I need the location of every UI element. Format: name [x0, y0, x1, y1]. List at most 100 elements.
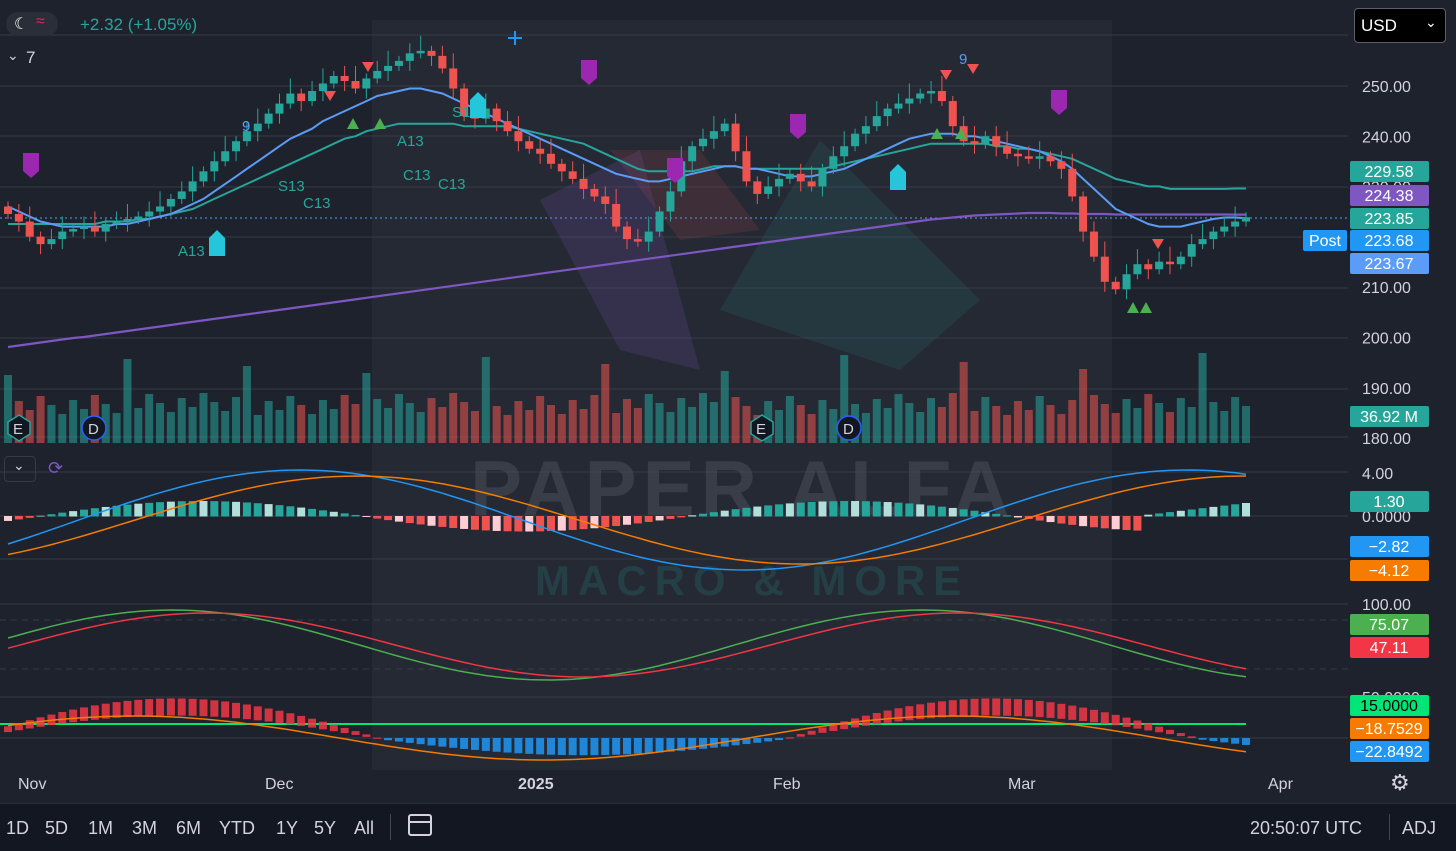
volume-bar — [1111, 413, 1120, 443]
candle — [1100, 256, 1109, 282]
range-button-ytd[interactable]: YTD — [219, 818, 255, 838]
oscillator-bar — [807, 730, 816, 735]
range-button-5y[interactable]: 5Y — [314, 818, 337, 838]
macd-histogram-bar — [25, 516, 34, 518]
candle — [69, 229, 78, 232]
candle — [764, 186, 773, 194]
oscillator-bar — [1187, 736, 1196, 739]
candle — [514, 131, 523, 142]
macd-collapse-toggle[interactable]: ⌄ — [4, 456, 36, 482]
sell-triangle — [1152, 239, 1164, 249]
volume-bar — [492, 406, 501, 443]
oscillator-bar — [959, 699, 968, 717]
volume-bar — [948, 393, 957, 443]
toolbar-divider — [390, 814, 391, 840]
volume-bar — [546, 405, 555, 443]
chevron-down-icon: ⌄ — [7, 47, 19, 63]
macd-histogram-bar — [699, 513, 708, 517]
volume-bar — [416, 412, 425, 443]
candle — [1013, 153, 1022, 157]
volume-bar — [156, 403, 165, 443]
candle — [1111, 281, 1120, 290]
macd-histogram-bar — [1100, 516, 1109, 529]
ma-200-line — [7, 211, 1246, 349]
range-button-1m[interactable]: 1M — [88, 818, 114, 838]
date-range-icon[interactable] — [408, 814, 432, 836]
oscillator-bar — [492, 738, 501, 752]
candle — [1046, 156, 1055, 162]
macd-histogram-bar — [242, 502, 251, 517]
macd-histogram-bar — [1176, 510, 1185, 517]
candle — [905, 98, 914, 104]
y-axis-tick-label: 210.00 — [1362, 280, 1411, 297]
candle — [438, 55, 447, 69]
candle — [1220, 226, 1229, 232]
refresh-icon[interactable]: ⟳ — [48, 458, 64, 478]
signal-flag — [209, 230, 225, 256]
earnings-marker-shape — [7, 414, 31, 442]
volume-bar — [807, 414, 816, 443]
candle — [720, 123, 729, 132]
toolbar-divider — [1389, 814, 1390, 840]
indicator-collapse-toggle[interactable]: ⌄ 7 — [4, 45, 42, 69]
candle — [47, 239, 56, 245]
macd-histogram-bar — [916, 504, 925, 517]
candle — [775, 178, 784, 187]
macd-histogram-bar — [536, 516, 545, 532]
utc-clock[interactable]: 20:50:07 UTC — [1250, 818, 1363, 838]
candle — [242, 131, 251, 142]
range-button-all[interactable]: All — [354, 818, 375, 838]
volume-bar — [427, 398, 436, 443]
range-button-1y[interactable]: 1Y — [276, 818, 299, 838]
badge-bg — [1350, 637, 1429, 658]
macd-histogram-bar — [1122, 516, 1131, 530]
volume-bar — [1144, 394, 1153, 443]
symbol-icon-group[interactable]: ☾ ≈ — [6, 12, 58, 36]
macd-histogram-bar — [221, 501, 230, 517]
oscillator-bar — [1209, 738, 1218, 742]
macd-histogram-bar — [362, 516, 371, 517]
range-button-3m[interactable]: 3M — [132, 818, 158, 838]
oscillator-bar — [297, 715, 306, 726]
oscillator-bar — [590, 738, 599, 756]
volume-bar — [992, 406, 1001, 443]
macd-histogram-bar — [264, 504, 273, 517]
candle — [753, 181, 762, 194]
volume-badge: 36.92 M — [1350, 406, 1429, 427]
candle — [427, 50, 436, 56]
macd-histogram-bar — [764, 505, 773, 517]
oscillator-bar — [851, 718, 860, 728]
volume-bar — [470, 411, 479, 443]
macd-histogram-bar — [340, 513, 349, 517]
oscillator-bar — [101, 703, 110, 719]
sequence-label: C13 — [438, 176, 466, 193]
badge-bg — [1350, 741, 1429, 762]
macd-line — [7, 469, 1247, 571]
macd-histogram-bar — [970, 510, 979, 517]
oscillator-bar — [416, 738, 425, 745]
volume-bar — [264, 401, 273, 443]
oscillator-bar — [905, 706, 914, 721]
candle — [156, 206, 165, 212]
macd-histogram-bar — [47, 514, 56, 517]
currency-select[interactable]: USD ⌄ — [1354, 8, 1446, 43]
candle — [557, 163, 566, 172]
volume-bar — [644, 394, 653, 443]
settings-icon[interactable]: ⚙ — [1390, 770, 1410, 795]
range-button-5d[interactable]: 5D — [45, 818, 69, 838]
range-button-6m[interactable]: 6M — [176, 818, 202, 838]
volume-bar — [601, 364, 610, 443]
oscillator-bar — [405, 738, 414, 743]
adj-toggle[interactable]: ADJ — [1402, 818, 1437, 838]
badge-label: 47.11 — [1370, 640, 1409, 657]
sell-triangle — [940, 70, 952, 80]
candle — [546, 153, 555, 164]
oscillator-bar — [970, 698, 979, 716]
volume-bar — [927, 398, 936, 443]
stoch-badge: 75.07 — [1350, 614, 1429, 635]
volume-bar — [872, 399, 881, 443]
range-button-1d[interactable]: 1D — [6, 818, 30, 838]
candle — [579, 178, 588, 189]
x-axis-tick-label: Feb — [773, 776, 801, 793]
